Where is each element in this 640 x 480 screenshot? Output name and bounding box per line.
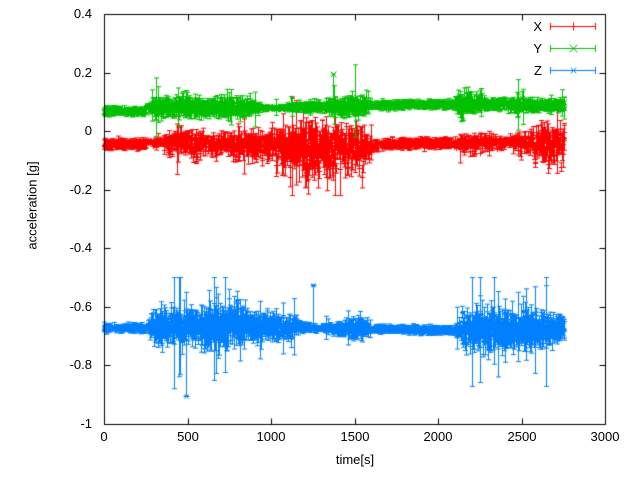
y-tick-label: 0 xyxy=(84,123,92,138)
y-tick-label-group: -0.8 xyxy=(32,358,92,372)
x-tick-label: 2000 xyxy=(423,429,453,444)
y-tick-label: -0.2 xyxy=(69,182,92,197)
x-tick-label: 1000 xyxy=(256,429,286,444)
y-tick-label-group: -0.6 xyxy=(32,300,92,314)
y-tick-label-group: -1 xyxy=(32,417,92,431)
y-tick-label: -0.6 xyxy=(69,299,92,314)
legend-label-x: X xyxy=(533,19,542,34)
y-tick-label: -0.4 xyxy=(69,240,92,255)
x-tick-label: 3000 xyxy=(590,429,620,444)
y-tick-label: -0.8 xyxy=(69,357,92,372)
y-tick-label: -1 xyxy=(80,416,92,431)
legend-label-z: Z xyxy=(534,63,542,78)
x-tick-label: 500 xyxy=(177,429,199,444)
y-tick-label: 0.2 xyxy=(73,65,92,80)
y-tick-label-group: -0.4 xyxy=(32,241,92,255)
x-axis-label: time[s] xyxy=(335,452,375,467)
x-tick-label: 0 xyxy=(100,429,108,444)
y-tick-label-group: 0.4 xyxy=(32,7,92,21)
x-tick-label: 1500 xyxy=(340,429,370,444)
y-tick-label-group: 0 xyxy=(32,124,92,138)
legend-label-y: Y xyxy=(533,41,542,56)
x-tick-label: 2500 xyxy=(507,429,537,444)
y-tick-label-group: 0.2 xyxy=(32,66,92,80)
y-tick-label: 0.4 xyxy=(73,6,92,21)
y-tick-label-group: -0.2 xyxy=(32,183,92,197)
